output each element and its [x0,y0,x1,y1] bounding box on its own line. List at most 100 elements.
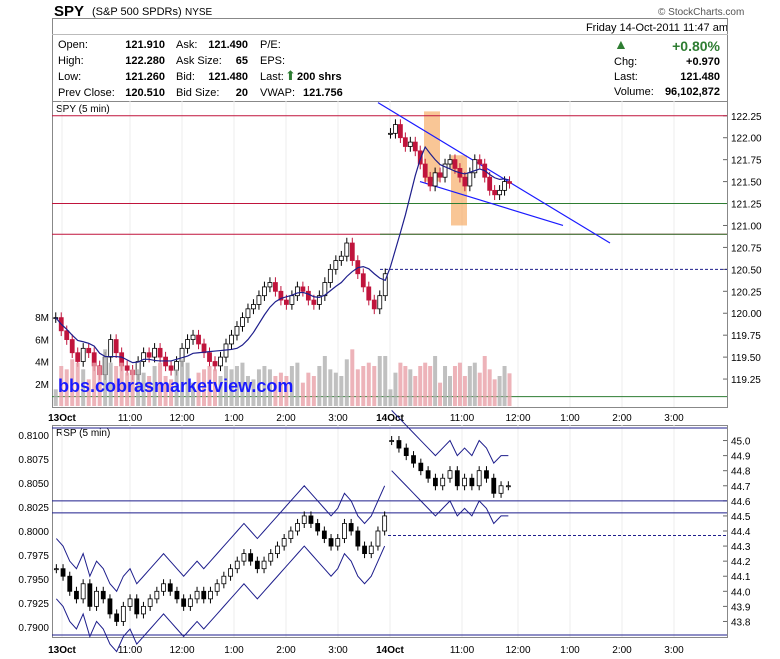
rsp-day1-candle [120,605,126,622]
day1-volume-bar [174,369,179,406]
rsp-x-tick-label: 11:00 [450,645,475,656]
pe-label: P/E: [260,39,281,51]
last-value: 121.480 [680,71,720,83]
day1-candle [360,273,366,288]
day2-volume-bar [408,369,413,406]
day1-volume-bar [311,376,316,406]
day2-volume-bar [393,372,398,406]
rsp-day1-candle [382,515,388,532]
rsp-y-tick-label: 44.4 [731,527,751,538]
day2-volume-bar [443,366,448,406]
rsp-day1-candle [74,590,79,600]
rsp-y-tick-label: 45.0 [731,437,751,448]
price-y-tick-label: 122.25 [731,112,762,123]
rsp-day1-candle [214,583,220,592]
rsp-day1-candle [141,605,146,615]
rsp-day2-candle [433,477,438,487]
day1-candle [344,242,350,257]
day2-candle [477,159,483,165]
day1-volume-bar [256,369,261,406]
rsp-day1-candle [328,538,334,547]
day2-candle [422,163,428,178]
day1-candle [75,352,81,362]
rsp-y-tick-label: 44.9 [731,452,751,463]
rsp-y-tick-label: 43.9 [731,602,751,613]
rsp-y-tick-label: 44.8 [731,467,751,478]
day1-volume-bar [114,366,119,406]
day2-candle [412,141,418,152]
rsp-day1-candle [355,530,361,547]
rsp-y-tick-label: 44.0 [731,587,751,598]
day2-candle [407,141,413,147]
day1-candle [311,299,317,305]
day1-volume-bar [180,359,185,406]
day1-volume-bar [147,376,152,406]
price-x-tick-label: 1:00 [224,413,244,424]
day2-candle [432,172,438,187]
rsp-x-tick-label: 1:00 [560,645,580,656]
volume-label: Volume: [614,86,654,98]
day1-volume-bar [317,366,322,406]
day1-candle [300,286,306,292]
day1-volume-bar [245,376,250,406]
price-y-tick-label: 121.50 [731,178,762,189]
rsp-day1-candle [67,575,73,592]
rsp-day2-candle [469,477,475,487]
day1-volume-bar [267,369,272,406]
day1-volume-bar [125,372,130,406]
day1-candle [86,347,92,354]
rsp-day1-candle [308,515,314,524]
rsp-day1-candle [335,538,341,547]
rsp-day1-candle [194,590,200,600]
price-x-tick-label: 2:00 [276,413,296,424]
day1-volume-bar [372,366,377,406]
rsp-x-tick-label: 12:00 [169,645,194,656]
rsp-day1-candle [154,590,160,600]
day1-volume-bar [163,376,168,406]
day1-volume-bar [152,366,157,406]
day1-volume-bar [350,349,355,406]
day1-candle [152,347,157,358]
vwap-value: 121.756 [303,87,343,99]
rsp-day1-lower-band [55,545,386,653]
rsp-day1-candle [114,613,120,622]
rsp-left-tick-label: 0.7950 [18,575,49,586]
open-value: 121.910 [125,39,165,51]
rsp-day1-candle [134,598,140,615]
rsp-x-tick-label: 11:00 [118,645,143,656]
last-label: Last: [614,71,638,83]
ask-label: Ask: [176,39,198,51]
rsp-x-tick-label: 2:00 [612,645,632,656]
rsp-day1-candle [375,530,381,547]
day1-volume-bar [333,372,338,406]
price-y-tick-label: 119.25 [731,375,761,386]
rsp-day1-candle [208,590,213,600]
day1-candle [294,286,300,297]
day1-candle [349,242,355,261]
bid-size-label: Bid Size: [176,87,220,99]
price-y-tick-label: 120.25 [731,287,762,298]
rsp-day1-candle [241,553,247,562]
day2-volume-bar [462,376,467,406]
rsp-day1-candle [187,598,193,607]
day1-candle [157,347,163,358]
day2-volume-bar [472,362,477,406]
day2-volume-bar [467,366,472,406]
rsp-day2-candle [505,485,511,488]
symbol: SPY [54,3,85,20]
day1-volume-bar [202,369,207,406]
credit[interactable]: © StockCharts.com [658,7,745,18]
rsp-x-tick-label: 2:00 [276,645,296,656]
day1-volume-bar [223,366,228,406]
day1-candle [273,282,278,292]
rsp-day1-candle [268,553,274,562]
rsp-day1-candle [234,560,240,570]
rsp-y-tick-label: 44.5 [731,512,751,523]
bid-value: 121.480 [208,71,248,83]
highlight-bar [424,111,440,182]
day2-candle [388,132,393,135]
day1-volume-bar [70,359,75,406]
low-value: 121.260 [125,71,165,83]
rsp-x-tick-label: 13Oct [48,645,76,656]
day1-candle [316,295,322,305]
